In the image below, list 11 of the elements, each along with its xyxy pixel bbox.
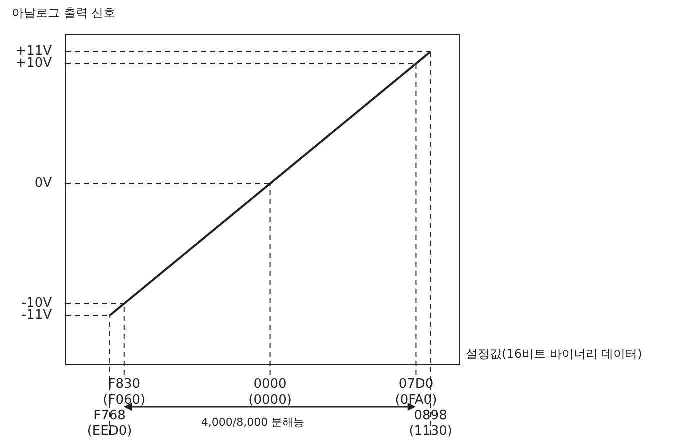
y-tick-label: -11V [22, 308, 52, 324]
x-tick-label: 0898 (1130) [409, 408, 452, 439]
x-tick-label: 07D0 (0FA0) [395, 377, 438, 408]
x-tick-label: F830 (F060) [103, 377, 146, 408]
x-axis-title: 설정값(16비트 바이너리 데이터) [466, 347, 642, 362]
y-axis-title: 아날로그 출력 신호 [12, 6, 116, 20]
x-tick-label: F768 (EED0) [87, 408, 132, 439]
text: 4,000/8,000 분해능 [201, 416, 305, 429]
y-tick-label: 0V [34, 176, 52, 192]
y-tick-label: +10V [16, 56, 52, 72]
x-tick-label: 0000 (0000) [248, 377, 292, 408]
